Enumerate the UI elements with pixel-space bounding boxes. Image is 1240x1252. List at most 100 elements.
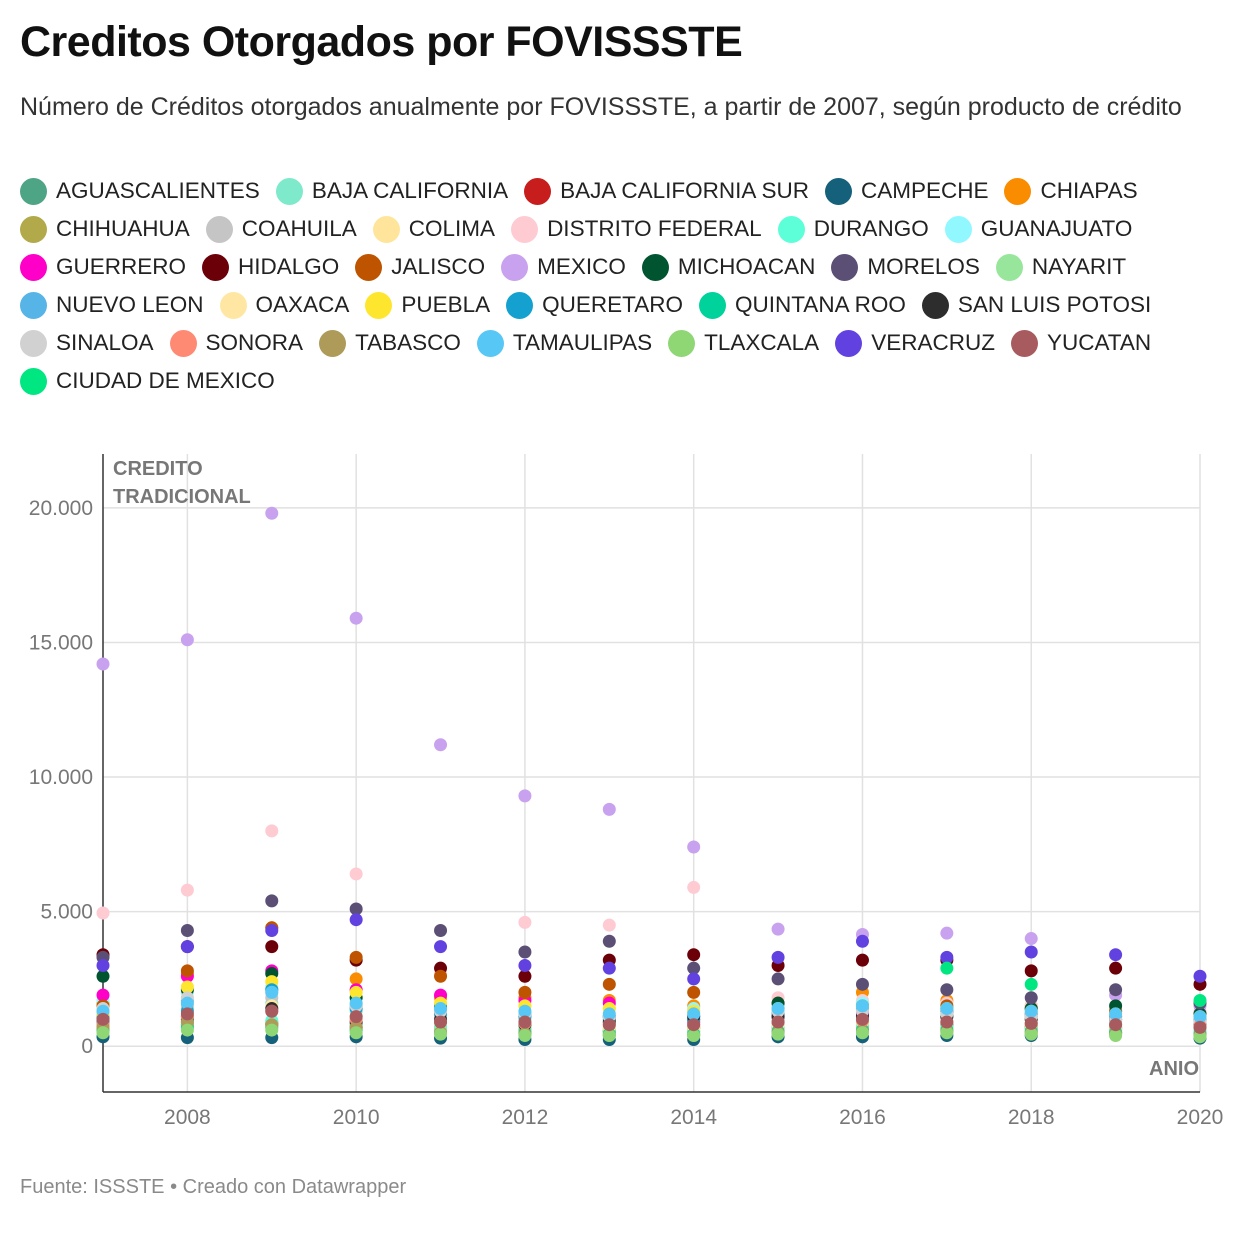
legend-item[interactable]: SONORA xyxy=(169,327,303,359)
legend-item[interactable]: CIUDAD DE MEXICO xyxy=(20,365,275,397)
legend-label: HIDALGO xyxy=(238,254,340,279)
legend-item[interactable]: QUERETARO xyxy=(506,289,683,321)
data-point xyxy=(265,506,279,520)
legend-swatch xyxy=(668,329,696,357)
data-point xyxy=(180,923,194,937)
legend-item[interactable]: TABASCO xyxy=(319,327,461,359)
legend-item[interactable]: OAXACA xyxy=(219,289,349,321)
scatter-chart: 0 5.000 10.000 15.000 20.000 2008 2010 2012 2014… xyxy=(29,454,1223,1129)
legend-item[interactable]: NAYARIT xyxy=(995,251,1126,283)
data-point xyxy=(771,972,785,986)
legend-item[interactable]: HIDALGO xyxy=(202,251,339,283)
footer: Fuente: ISSSTE • Creado con Datawrapper xyxy=(20,1176,406,1199)
legend-item[interactable]: COLIMA xyxy=(372,213,495,245)
footer-separator: • xyxy=(164,1176,183,1198)
data-point xyxy=(265,985,279,999)
legend-swatch xyxy=(641,253,669,281)
y-tick-label: 15.000 xyxy=(29,631,93,654)
legend-label: TABASCO xyxy=(355,330,461,355)
data-point xyxy=(265,923,279,937)
created-with-link[interactable]: Creado con Datawrapper xyxy=(182,1176,407,1198)
legend-swatch xyxy=(20,329,47,357)
data-point xyxy=(687,1007,701,1021)
legend-item[interactable]: CHIAPAS xyxy=(1004,175,1138,207)
legend-item[interactable]: VERACRUZ xyxy=(835,327,995,359)
data-point xyxy=(180,964,194,978)
x-tick-label: 2014 xyxy=(670,1106,717,1129)
data-point xyxy=(349,985,363,999)
legend-label: AGUASCALIENTES xyxy=(56,178,260,203)
source-label: Fuente: ISSSTE xyxy=(20,1176,165,1198)
data-point xyxy=(180,996,194,1010)
legend-swatch xyxy=(511,215,539,243)
legend-item[interactable]: AGUASCALIENTES xyxy=(20,175,260,207)
data-point xyxy=(940,1002,954,1016)
x-axis-title: ANIO xyxy=(1149,1058,1199,1080)
y-tick-label: 0 xyxy=(81,1035,93,1058)
legend-item[interactable]: MICHOACAN xyxy=(641,251,815,283)
data-point xyxy=(518,1015,532,1029)
legend-item[interactable]: GUANAJUATO xyxy=(944,213,1132,245)
legend-item[interactable]: TLAXCALA xyxy=(668,327,819,359)
legend-item[interactable]: CAMPECHE xyxy=(824,175,988,207)
legend: AGUASCALIENTES BAJA CALIFORNIA BAJA CALIFO… xyxy=(20,175,1225,397)
data-point xyxy=(855,1026,869,1040)
legend-item[interactable]: SAN LUIS POTOSI xyxy=(921,289,1151,321)
data-point xyxy=(1109,1028,1123,1042)
legend-item[interactable]: MEXICO xyxy=(501,251,626,283)
data-point xyxy=(265,1004,279,1018)
legend-item[interactable]: MORELOS xyxy=(831,251,980,283)
legend-swatch xyxy=(205,215,233,243)
legend-swatch xyxy=(202,253,230,281)
data-point xyxy=(855,977,869,991)
data-point xyxy=(265,940,279,954)
data-point xyxy=(1024,964,1038,978)
legend-item[interactable]: COAHUILA xyxy=(205,213,357,245)
legend-label: QUERETARO xyxy=(542,292,683,317)
data-point xyxy=(180,980,194,994)
data-point xyxy=(180,1023,194,1037)
data-point xyxy=(1109,948,1123,962)
legend-item[interactable]: GUERRERO xyxy=(20,251,186,283)
data-point xyxy=(1024,991,1038,1005)
legend-label: BAJA CALIFORNIA xyxy=(311,178,509,203)
legend-item[interactable]: BAJA CALIFORNIA SUR xyxy=(524,175,809,207)
data-point xyxy=(687,985,701,999)
legend-item[interactable]: SINALOA xyxy=(20,327,154,359)
legend-item[interactable]: PUEBLA xyxy=(365,289,490,321)
data-point xyxy=(855,999,869,1013)
y-tick-label: 10.000 xyxy=(29,766,93,789)
legend-label: DISTRITO FEDERAL xyxy=(547,216,762,241)
legend-item[interactable]: CHIHUAHUA xyxy=(20,213,190,245)
data-point xyxy=(518,945,532,959)
data-point xyxy=(687,972,701,986)
legend-swatch xyxy=(944,215,972,243)
legend-label: YUCATAN xyxy=(1046,330,1152,355)
legend-label: COAHUILA xyxy=(241,216,357,241)
legend-label: QUINTANA ROO xyxy=(734,292,906,317)
data-point xyxy=(1109,1018,1123,1032)
legend-item[interactable]: YUCATAN xyxy=(1010,327,1152,359)
data-point xyxy=(602,1018,616,1032)
data-point xyxy=(1193,969,1207,983)
legend-item[interactable]: QUINTANA ROO xyxy=(698,289,906,321)
data-point xyxy=(940,950,954,964)
legend-item[interactable]: NUEVO LEON xyxy=(20,289,204,321)
data-point xyxy=(602,1028,616,1042)
legend-item[interactable]: TAMAULIPAS xyxy=(476,327,652,359)
legend-label: DURANGO xyxy=(813,216,929,241)
data-point xyxy=(96,969,110,983)
legend-item[interactable]: JALISCO xyxy=(355,251,485,283)
legend-item[interactable]: BAJA CALIFORNIA xyxy=(275,175,509,207)
legend-label: MORELOS xyxy=(867,254,980,279)
legend-swatch xyxy=(835,329,863,357)
data-point xyxy=(771,922,785,936)
legend-item[interactable]: DURANGO xyxy=(777,213,929,245)
legend-swatch xyxy=(524,177,552,205)
data-point xyxy=(855,1012,869,1026)
data-point xyxy=(180,1007,194,1021)
data-point xyxy=(1024,932,1038,946)
y-tick-label: 20.000 xyxy=(29,497,93,520)
legend-item[interactable]: DISTRITO FEDERAL xyxy=(511,213,762,245)
data-point xyxy=(771,1015,785,1029)
